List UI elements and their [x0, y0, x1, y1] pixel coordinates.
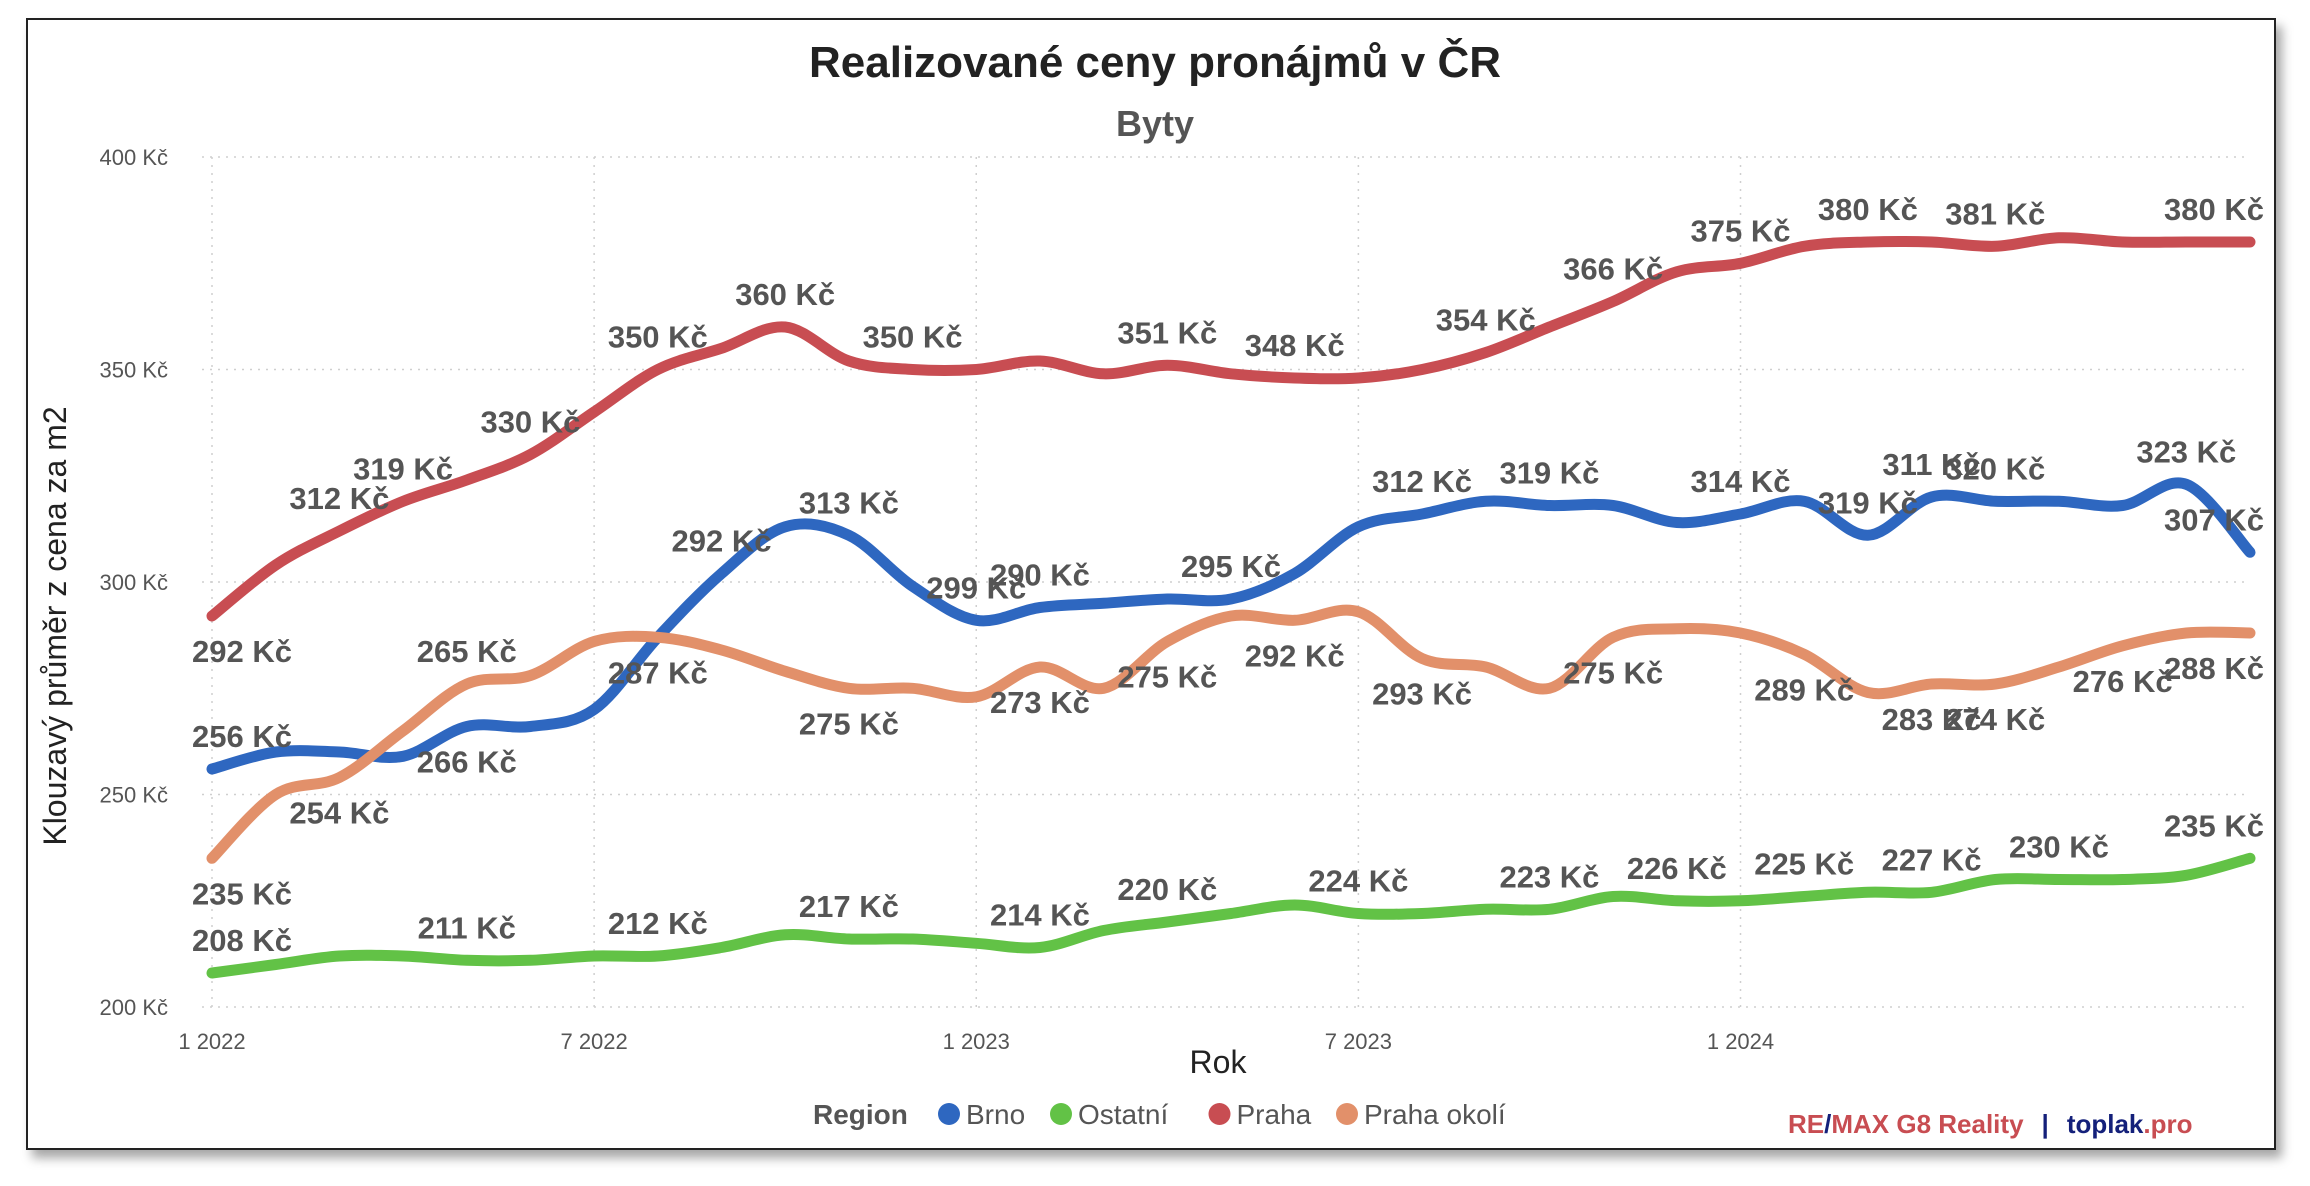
data-label: 230 Kč	[2009, 830, 2109, 865]
data-label: 351 Kč	[1117, 315, 1217, 350]
data-label: 224 Kč	[1308, 864, 1408, 899]
y-axis-title: Klouzavý průměr z cena za m2	[37, 406, 73, 845]
legend: Region Brno Ostatní Praha Praha okolí	[813, 1099, 1506, 1130]
chart-title: Realizované ceny pronájmů v ČR	[809, 36, 1501, 87]
data-label: 223 Kč	[1499, 859, 1599, 894]
data-label: 214 Kč	[990, 898, 1090, 933]
data-label: 319 Kč	[353, 451, 453, 486]
x-axis-title: Rok	[1190, 1044, 1248, 1080]
y-tick-label: 350 Kč	[100, 358, 169, 383]
data-label: 208 Kč	[192, 923, 292, 958]
data-label: 254 Kč	[289, 796, 389, 831]
data-label: 292 Kč	[192, 634, 292, 669]
data-label: 276 Kč	[2073, 664, 2173, 699]
data-label: 217 Kč	[799, 889, 899, 924]
brand-separator: |	[2042, 1109, 2049, 1139]
x-tick-label: 1 2024	[1707, 1029, 1774, 1054]
data-label: 225 Kč	[1754, 847, 1854, 882]
legend-item-praha-okolí: Praha okolí	[1364, 1099, 1506, 1130]
data-label: 295 Kč	[1181, 549, 1281, 584]
data-label: 350 Kč	[608, 320, 708, 355]
y-tick-label: 250 Kč	[100, 783, 169, 808]
data-label: 292 Kč	[1245, 638, 1345, 673]
data-label: 375 Kč	[1691, 213, 1791, 248]
data-label: 380 Kč	[2164, 192, 2264, 227]
brand-slash: /	[1824, 1109, 1831, 1139]
data-label: 265 Kč	[417, 634, 517, 669]
y-tick-label: 400 Kč	[100, 145, 169, 170]
data-label: 211 Kč	[418, 910, 516, 945]
y-axis-ticks: 200 Kč 250 Kč 300 Kč 350 Kč 400 Kč	[100, 145, 169, 1020]
data-label: 290 Kč	[990, 558, 1090, 593]
data-label: 275 Kč	[799, 706, 899, 741]
data-label: 275 Kč	[1563, 655, 1663, 690]
data-label: 366 Kč	[1563, 252, 1663, 287]
data-label: 275 Kč	[1117, 660, 1217, 695]
data-label: 330 Kč	[480, 405, 580, 440]
data-label: 319 Kč	[1499, 456, 1599, 491]
data-label: 312 Kč	[1372, 464, 1472, 499]
y-tick-label: 200 Kč	[100, 995, 169, 1020]
brand-toplak: toplak	[2067, 1109, 2144, 1139]
data-label: 287 Kč	[608, 655, 708, 690]
data-label: 312 Kč	[289, 481, 389, 516]
line-chart: Realizované ceny pronájmů v ČR Byty 200 …	[37, 36, 2264, 1139]
x-tick-label: 7 2023	[1325, 1029, 1392, 1054]
data-label: 226 Kč	[1627, 851, 1727, 886]
x-tick-label: 1 2023	[943, 1029, 1010, 1054]
data-label: 320 Kč	[1945, 451, 2045, 486]
legend-marker-praha-okolí	[1336, 1103, 1358, 1125]
data-label: 311 Kč	[1882, 447, 1980, 482]
brand-remax-g8: MAX G8 Reality	[1831, 1109, 2024, 1139]
x-tick-label: 1 2022	[178, 1029, 245, 1054]
data-label: 235 Kč	[192, 876, 292, 911]
data-label: 380 Kč	[1818, 192, 1918, 227]
data-label: 274 Kč	[1945, 702, 2045, 737]
data-label: 289 Kč	[1754, 672, 1854, 707]
data-label: 323 Kč	[2136, 434, 2236, 469]
data-label: 235 Kč	[2164, 808, 2264, 843]
data-label: 314 Kč	[1691, 464, 1791, 499]
legend-marker-ostatní	[1050, 1103, 1072, 1125]
x-tick-label: 7 2022	[560, 1029, 627, 1054]
data-label: 360 Kč	[735, 277, 835, 312]
data-label: 283 Kč	[1882, 702, 1982, 737]
data-label: 354 Kč	[1436, 303, 1536, 338]
data-label: 288 Kč	[2164, 651, 2264, 686]
data-label: 293 Kč	[1372, 677, 1472, 712]
chart-frame: Realizované ceny pronájmů v ČR Byty 200 …	[26, 18, 2276, 1150]
series-line-praha	[206, 232, 2256, 622]
series-lines	[206, 232, 2256, 979]
data-label: 256 Kč	[192, 719, 292, 754]
data-label: 266 Kč	[417, 745, 517, 780]
brand-logo: RE/MAX G8 Reality | toplak.pro	[1788, 1109, 2193, 1139]
series-line-praha-okolí	[206, 604, 2256, 864]
series-line-ostatní	[206, 852, 2256, 979]
legend-title: Region	[813, 1099, 908, 1130]
legend-marker-brno	[938, 1103, 960, 1125]
data-label: 299 Kč	[926, 570, 1026, 605]
legend-item-brno: Brno	[966, 1099, 1025, 1130]
brand-re: RE	[1788, 1109, 1824, 1139]
data-label: 292 Kč	[672, 524, 772, 559]
data-label: 212 Kč	[608, 906, 708, 941]
series-line-brno	[206, 477, 2256, 775]
legend-item-praha: Praha	[1237, 1099, 1312, 1130]
chart-subtitle: Byty	[1116, 103, 1194, 144]
data-label: 350 Kč	[863, 320, 963, 355]
data-label: 313 Kč	[799, 485, 899, 520]
data-label: 319 Kč	[1818, 485, 1918, 520]
data-label: 273 Kč	[990, 685, 1090, 720]
data-label: 227 Kč	[1882, 842, 1982, 877]
data-label: 381 Kč	[1945, 196, 2045, 231]
data-label: 220 Kč	[1117, 872, 1217, 907]
legend-marker-praha	[1208, 1103, 1231, 1125]
brand-pro: .pro	[2143, 1109, 2192, 1139]
x-axis-ticks: 1 2022 7 2022 1 2023 7 2023 1 2024	[178, 1029, 1774, 1054]
data-label: 348 Kč	[1245, 328, 1345, 363]
data-label: 307 Kč	[2164, 502, 2264, 537]
legend-item-ostatní: Ostatní	[1078, 1099, 1168, 1130]
y-tick-label: 300 Kč	[100, 570, 169, 595]
